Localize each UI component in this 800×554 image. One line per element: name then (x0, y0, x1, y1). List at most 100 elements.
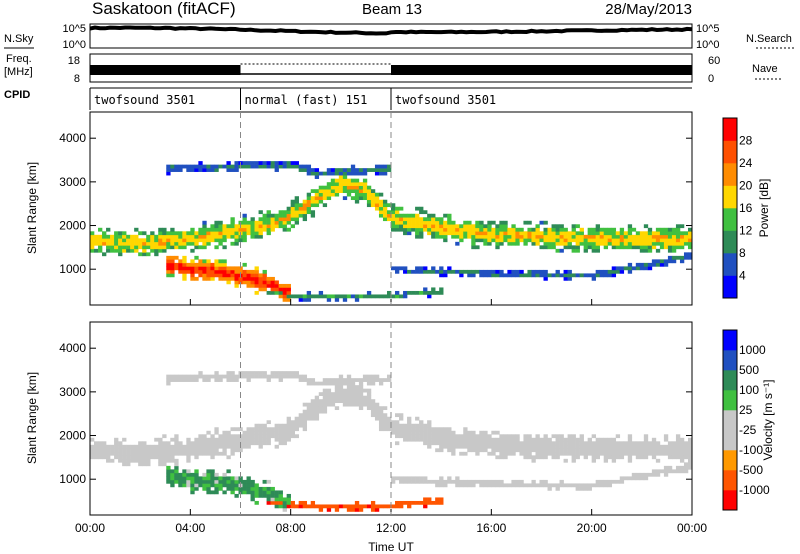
heatmap-cell (294, 371, 299, 375)
heatmap-cell (254, 437, 259, 442)
heatmap-cell (423, 476, 428, 481)
heatmap-cell (559, 451, 564, 456)
heatmap-cell (643, 266, 649, 271)
heatmap-cell (314, 171, 320, 176)
heatmap-cell (190, 490, 195, 495)
heatmap-cell (130, 455, 135, 460)
heatmap-cell (539, 231, 544, 236)
heatmap-cell (206, 266, 211, 271)
heatmap-cell (242, 490, 247, 495)
heatmap-cell (138, 455, 143, 460)
heatmap-cell (487, 220, 492, 225)
heatmap-cell (523, 455, 528, 460)
heatmap-cell (515, 444, 520, 449)
heatmap-cell (679, 451, 685, 456)
heatmap-cell (270, 283, 275, 288)
heatmap-cell (194, 245, 199, 250)
heatmap-cell (459, 451, 464, 456)
heatmap-cell (675, 227, 681, 232)
heatmap-cell (555, 455, 560, 460)
heatmap-cell (290, 224, 295, 229)
heatmap-cell (563, 238, 568, 243)
heatmap-cell (563, 245, 568, 250)
heatmap-cell (419, 427, 424, 432)
heatmap-cell (595, 479, 600, 484)
heatmap-cell (675, 469, 681, 474)
heatmap-cell (439, 427, 444, 432)
heatmap-cell (362, 196, 368, 201)
heatmap-cell (635, 245, 641, 250)
heatmap-cell (619, 455, 625, 460)
heatmap-cell (318, 171, 324, 176)
heatmap-cell (330, 399, 336, 404)
heatmap-cell (671, 227, 677, 232)
heatmap-cell (214, 486, 219, 491)
heatmap-cell (378, 413, 384, 418)
heatmap-cell (627, 451, 633, 456)
heatmap-cell (463, 224, 468, 229)
heatmap-cell (214, 245, 219, 250)
heatmap-cell (531, 458, 536, 463)
heatmap-cell (431, 266, 436, 271)
heatmap-cell (202, 231, 207, 236)
heatmap-cell (286, 434, 291, 439)
heatmap-cell (262, 164, 267, 169)
heatmap-cell (126, 462, 131, 467)
heatmap-cell (198, 259, 203, 264)
heatmap-cell (214, 483, 219, 488)
heatmap-cell (595, 224, 600, 229)
heatmap-cell (278, 490, 283, 495)
heatmap-cell (166, 476, 171, 481)
heatmap-cell (234, 483, 239, 488)
heatmap-cell (310, 213, 316, 218)
heatmap-cell (527, 483, 532, 488)
heatmap-cell (579, 486, 584, 491)
heatmap-cell (234, 378, 239, 382)
heatmap-cell (238, 448, 243, 453)
heatmap-cell (599, 231, 604, 236)
heatmap-cell (459, 269, 464, 274)
heatmap-cell (354, 182, 360, 186)
heatmap-cell (439, 231, 444, 236)
heatmap-cell (527, 444, 532, 449)
heatmap-cell (274, 490, 279, 495)
heatmap-cell (298, 416, 303, 421)
heatmap-cell (587, 227, 592, 232)
heatmap-cell (395, 220, 400, 225)
heatmap-cell (507, 273, 512, 278)
heatmap-cell (258, 441, 263, 446)
heatmap-cell (631, 451, 637, 456)
heatmap-cell (358, 378, 364, 382)
heatmap-cell (202, 276, 207, 281)
heatmap-cell (266, 430, 271, 435)
heatmap-cell (643, 234, 649, 239)
heatmap-cell (483, 430, 488, 435)
heatmap-cell (679, 448, 685, 453)
heatmap-cell (154, 234, 159, 239)
heatmap-cell (334, 171, 340, 176)
heatmap-cell (278, 378, 283, 382)
heatmap-cell (607, 455, 613, 460)
heatmap-cell (563, 273, 568, 278)
heatmap-cell (563, 483, 568, 488)
heatmap-cell (106, 455, 111, 460)
heatmap-cell (639, 245, 645, 250)
heatmap-cell (350, 294, 356, 299)
colorbar-swatch (723, 140, 737, 164)
heatmap-cell (202, 437, 207, 442)
heatmap-cell (607, 451, 613, 456)
heatmap-cell (467, 441, 472, 446)
heatmap-cell (527, 220, 532, 225)
heatmap-cell (218, 238, 223, 243)
heatmap-cell (230, 444, 235, 449)
heatmap-cell (206, 234, 211, 239)
heatmap-cell (278, 224, 283, 229)
heatmap-cell (206, 168, 211, 172)
heatmap-cell (511, 224, 516, 229)
heatmap-cell (222, 451, 227, 456)
heatmap-cell (198, 437, 203, 442)
heatmap-cell (531, 483, 536, 488)
heatmap-cell (519, 441, 524, 446)
heatmap-cell (439, 430, 444, 435)
heatmap-cell (238, 276, 243, 281)
